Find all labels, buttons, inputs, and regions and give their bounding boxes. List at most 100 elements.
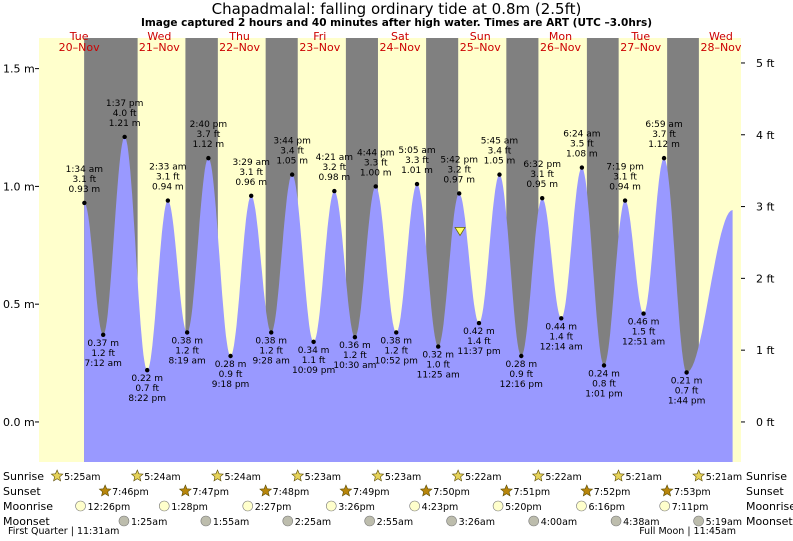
y-right-tick-label: 3 ft <box>756 201 775 214</box>
tide-low-label: 0.7 ft <box>135 384 159 394</box>
day-date-label: 20–Nov <box>59 41 100 54</box>
tide-high-label: 3.2 ft <box>447 165 471 175</box>
moonset-row-label: Moonset <box>3 515 50 528</box>
tide-high-label: 7:19 pm <box>606 163 644 173</box>
y-right-tick-label: 2 ft <box>756 272 775 285</box>
tide-low-label: 12:14 am <box>540 342 583 352</box>
tide-high-label: 5:45 am <box>481 137 518 147</box>
tide-high-label: 0.95 m <box>526 180 558 190</box>
tide-area <box>84 136 733 462</box>
sunset-icon <box>178 484 192 497</box>
tide-low-label: 1.2 ft <box>343 351 367 361</box>
sunset-time: 7:49pm <box>353 487 390 498</box>
sunset-icon <box>339 484 353 497</box>
tide-low-point <box>100 332 106 337</box>
tide-low-label: 0.34 m <box>298 346 330 356</box>
sunrise-time: 5:23am <box>385 472 421 483</box>
tide-high-label: 0.93 m <box>69 185 101 195</box>
tide-high-label: 3.1 ft <box>73 175 97 185</box>
chart-subtitle: Image captured 2 hours and 40 minutes af… <box>141 17 652 29</box>
day-date-label: 22–Nov <box>219 41 260 54</box>
tide-low-label: 1.4 ft <box>549 332 573 342</box>
day-name-label: Mon <box>549 30 572 43</box>
tide-high-label: 2:33 am <box>149 163 186 173</box>
moonset-time: 5:19am <box>706 517 742 528</box>
tide-low-point <box>476 320 482 326</box>
tide-high-label: 3.1 ft <box>156 173 180 183</box>
tide-low-label: 11:25 am <box>417 371 460 381</box>
sunrise-time: 5:24am <box>225 472 261 483</box>
moonrise-icon <box>576 500 587 512</box>
tide-low-label: 0.28 m <box>505 360 537 370</box>
moonrise-time: 12:26pm <box>88 502 131 513</box>
tide-high-label: 3:29 am <box>233 158 270 168</box>
tide-high-label: 3.3 ft <box>364 158 388 168</box>
tide-low-label: 8:22 pm <box>128 394 166 404</box>
tide-low-label: 1:44 pm <box>668 396 706 406</box>
moonrise-time: 2:27pm <box>255 502 292 513</box>
tide-high-label: 3.4 ft <box>488 147 512 157</box>
tide-high-label: 1.05 m <box>276 157 308 167</box>
y-right-tick-label: 1 ft <box>756 344 775 357</box>
tide-high-point <box>456 191 462 196</box>
tide-low-label: 12:51 am <box>622 338 665 348</box>
moonset-icon <box>693 515 704 527</box>
sunset-icon <box>419 484 433 497</box>
moonrise-time: 3:26pm <box>338 502 375 513</box>
tide-high-point <box>622 198 628 203</box>
tide-low-label: 1.5 ft <box>632 328 656 338</box>
tide-low-label: 0.36 m <box>339 341 371 351</box>
day-date-label: 28–Nov <box>700 41 741 54</box>
day-date-label: 26–Nov <box>540 41 581 54</box>
tide-low-point <box>601 363 607 368</box>
moonrise-icon <box>158 500 170 512</box>
tide-high-label: 4.0 ft <box>113 109 137 119</box>
moonset-icon <box>610 515 622 527</box>
tide-low-point <box>684 370 689 375</box>
tide-low-label: 0.38 m <box>255 336 287 346</box>
day-name-label: Wed <box>147 30 171 43</box>
tide-high-label: 1.08 m <box>566 150 598 160</box>
sunrise-icon <box>211 469 224 482</box>
day-name-label: Thu <box>228 30 250 43</box>
day-date-label: 25–Nov <box>460 41 501 54</box>
y-right-tick-label: 5 ft <box>756 57 775 70</box>
tide-low-label: 0.7 ft <box>675 386 699 396</box>
tide-low-label: 0.22 m <box>131 374 163 384</box>
moonrise-row-label: Moonrise <box>3 500 53 513</box>
sunrise-icon <box>130 469 144 482</box>
moonrise-icon <box>242 500 254 512</box>
tide-high-label: 3.7 ft <box>197 130 221 140</box>
tide-high-label: 3.4 ft <box>280 147 304 157</box>
tide-low-label: 0.46 m <box>628 318 660 328</box>
tide-high-point <box>165 198 171 203</box>
moonrise-time: 1:28pm <box>171 502 208 513</box>
tide-low-point <box>228 353 233 359</box>
sunset-time: 7:46pm <box>112 487 149 498</box>
sunset-icon <box>660 484 674 497</box>
moonset-time: 1:25am <box>131 517 167 528</box>
chart-title: Chapadmalal: falling ordinary tide at 0.… <box>212 0 582 18</box>
tide-low-point <box>269 330 274 335</box>
tide-low-label: 0.42 m <box>463 327 495 337</box>
tide-low-label: 9:18 pm <box>212 380 250 390</box>
tide-high-label: 6:24 am <box>563 130 600 140</box>
sunset-time: 7:53pm <box>674 487 711 498</box>
tide-low-label: 0.28 m <box>215 360 247 370</box>
tide-low-label: 0.9 ft <box>509 370 533 380</box>
tide-high-point <box>497 172 502 177</box>
tide-low-label: 8:19 am <box>168 356 205 366</box>
tide-low-label: 1:01 pm <box>585 389 623 399</box>
sunrise-time: 5:21am <box>625 472 661 483</box>
day-name-label: Sat <box>391 30 410 43</box>
sunset-time: 7:48pm <box>273 487 310 498</box>
sunrise-time: 5:21am <box>706 472 742 483</box>
tide-high-label: 1.01 m <box>401 166 433 176</box>
tide-low-label: 1.4 ft <box>467 337 491 347</box>
tide-high-point <box>579 165 585 170</box>
tide-low-point <box>394 330 399 335</box>
tide-high-label: 3.2 ft <box>322 163 346 173</box>
tide-high-label: 0.98 m <box>319 173 351 183</box>
moonrise-time: 4:23pm <box>422 502 459 513</box>
